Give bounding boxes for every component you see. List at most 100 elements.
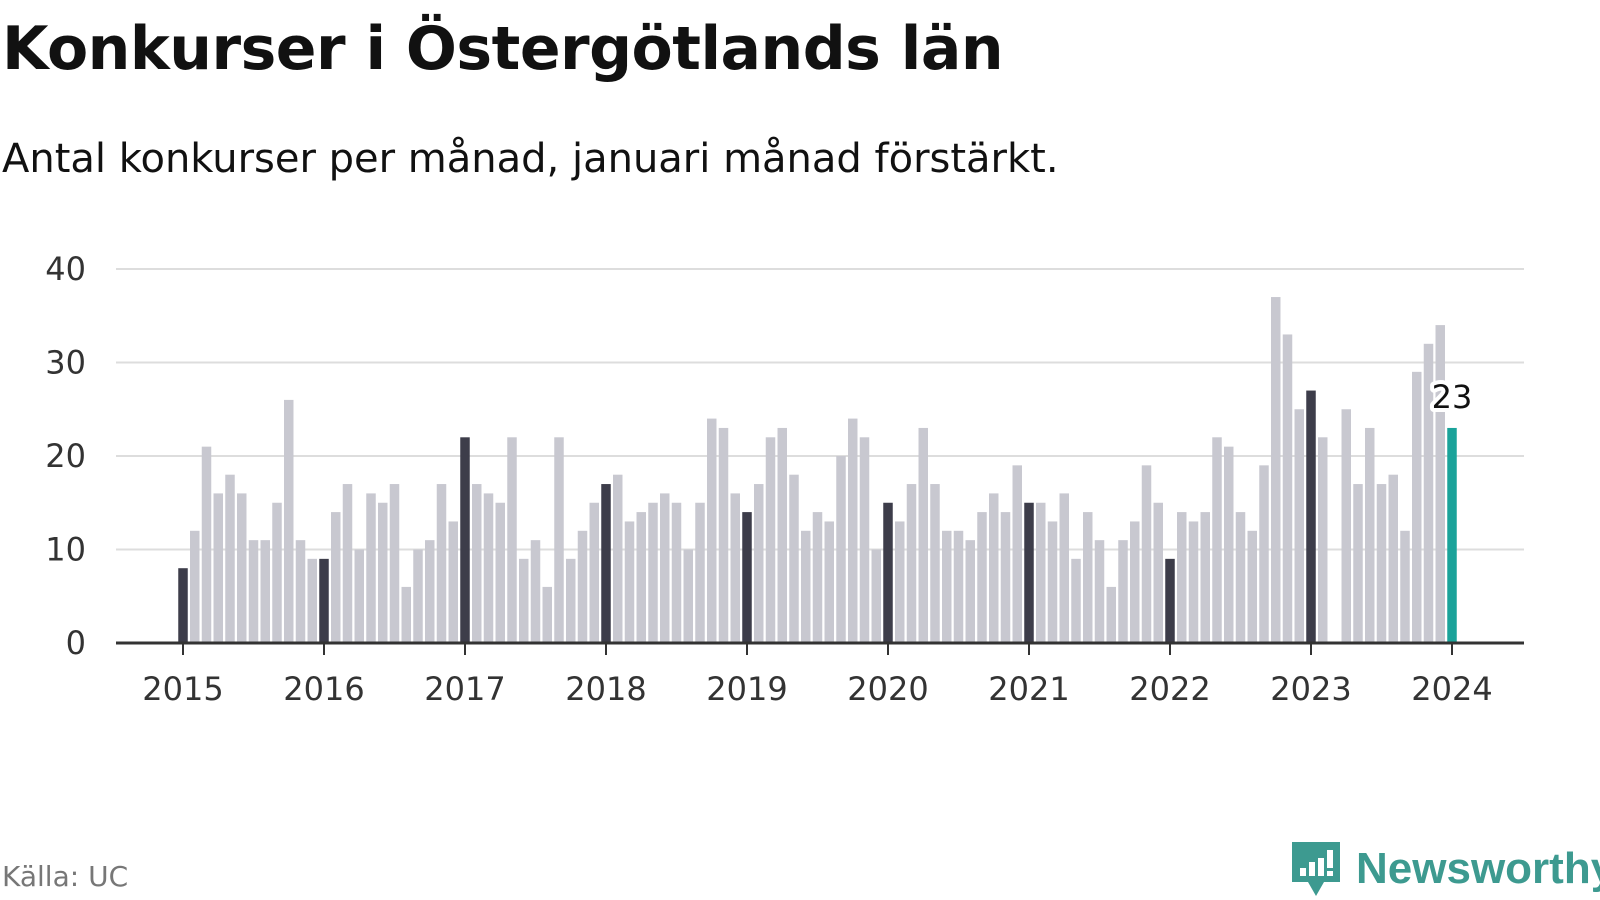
bar: [1412, 371, 1422, 643]
bar-january: [1306, 390, 1316, 643]
bar: [378, 502, 388, 643]
bar: [707, 418, 717, 643]
bar: [1247, 530, 1257, 643]
bar: [789, 474, 799, 643]
chart-title: Konkurser i Östergötlands län: [2, 14, 1004, 84]
bar: [1083, 512, 1093, 643]
y-tick-label: 20: [45, 437, 86, 475]
bar: [389, 484, 400, 643]
bar-january: [601, 484, 611, 643]
bar: [836, 456, 846, 643]
bar: [1341, 409, 1351, 643]
bar: [448, 521, 458, 643]
bar: [425, 540, 435, 643]
bar-january: [1165, 558, 1175, 643]
bar: [1188, 521, 1199, 643]
bar: [566, 558, 576, 643]
y-axis: 0 10 20 30 40: [45, 250, 86, 662]
bar-january: [1024, 502, 1034, 643]
bar: [801, 530, 811, 643]
bar: [483, 493, 494, 643]
bar: [366, 493, 376, 643]
bar: [331, 512, 341, 643]
bar: [824, 521, 834, 643]
bar: [1071, 558, 1081, 643]
bar: [754, 484, 764, 643]
bar: [906, 484, 917, 643]
bar: [1400, 530, 1410, 643]
bar: [472, 484, 482, 643]
bar: [953, 530, 964, 643]
bar: [1141, 465, 1152, 643]
x-tick-label: 2019: [706, 670, 787, 708]
bar-january: [883, 502, 893, 643]
bar: [1318, 437, 1328, 643]
bar: [1365, 427, 1375, 643]
bar-january: [178, 568, 188, 643]
bar: [1047, 521, 1058, 643]
bar: [730, 493, 740, 643]
bar: [295, 540, 306, 643]
bar: [589, 502, 599, 643]
x-tick-label: 2022: [1129, 670, 1210, 708]
bar: [284, 399, 294, 643]
bar: [671, 502, 682, 643]
bar: [1294, 409, 1304, 643]
y-tick-label: 30: [45, 344, 86, 382]
bar: [1118, 540, 1128, 643]
bar-january: [742, 512, 752, 643]
bar: [507, 437, 517, 643]
bar-january: [319, 558, 329, 643]
x-tick-label: 2015: [142, 670, 223, 708]
bar: [1376, 484, 1387, 643]
bar: [1271, 297, 1281, 643]
bar: [1200, 512, 1210, 643]
bar: [1235, 512, 1246, 643]
bar: [1353, 484, 1363, 643]
bar: [624, 521, 635, 643]
bar: [683, 549, 693, 643]
brand-name: Newsworthy: [1356, 844, 1600, 893]
bar: [895, 521, 905, 643]
source-note: Källa: UC: [2, 860, 129, 893]
bar: [648, 502, 658, 643]
bar: [201, 446, 212, 643]
bar: [930, 484, 940, 643]
bar: [718, 427, 729, 643]
bar: [695, 502, 705, 643]
bar: [307, 558, 317, 643]
bar: [613, 474, 623, 643]
data-label-latest: 23: [1432, 378, 1473, 416]
bar: [777, 427, 787, 643]
brand: Newsworthy: [1290, 840, 1600, 898]
bar: [401, 586, 411, 643]
bar: [495, 502, 505, 643]
bar: [225, 474, 235, 643]
bar: [1130, 521, 1140, 643]
bar: [1036, 502, 1046, 643]
bar: [977, 512, 987, 643]
bar: [260, 540, 270, 643]
x-tick-labels: 2015 2016 2017 2018 2019 2020 2021 2022 2023 2024: [142, 670, 1492, 708]
x-tick-label: 2016: [283, 670, 364, 708]
bar: [1212, 437, 1222, 643]
bar: [190, 530, 200, 643]
bar: [1282, 334, 1293, 643]
bar: [1106, 586, 1116, 643]
bar: [542, 586, 552, 643]
bar: [248, 540, 259, 643]
newsworthy-logo-icon: [1292, 842, 1340, 896]
bar: [1388, 474, 1398, 643]
bar: [871, 549, 881, 643]
bar: [1000, 512, 1011, 643]
x-tick-label: 2020: [847, 670, 928, 708]
bar: [530, 540, 541, 643]
y-tick-label: 40: [45, 250, 86, 288]
bar: [436, 484, 447, 643]
bar: [237, 493, 247, 643]
bar: [848, 418, 858, 643]
bar: [765, 437, 776, 643]
bar: [1094, 540, 1105, 643]
bar: [1435, 325, 1445, 643]
bar: [213, 493, 223, 643]
